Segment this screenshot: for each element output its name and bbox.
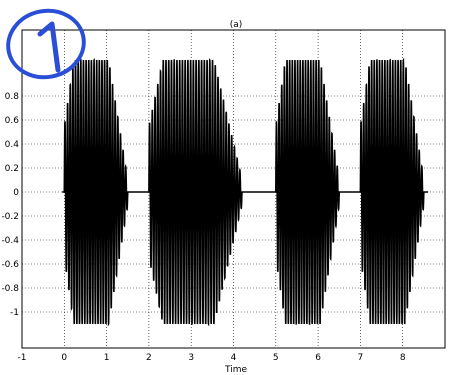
x-tick-label: 0 [61, 353, 67, 363]
x-tick-label: 7 [358, 353, 364, 363]
x-tick-label: 3 [188, 353, 194, 363]
x-tick-label: 4 [231, 353, 237, 363]
y-tick-label: 0.8 [5, 92, 20, 102]
x-tick-label: 1 [104, 353, 110, 363]
y-tick-label: -0.8 [1, 284, 19, 294]
annotation-circle [6, 8, 86, 80]
y-tick-label: 0.4 [5, 140, 20, 150]
y-tick-label: 0 [13, 188, 19, 198]
y-tick-label: -0.2 [1, 212, 19, 222]
x-tick-label: -1 [18, 353, 27, 363]
y-tick-label: 0.2 [5, 164, 19, 174]
y-tick-label: -0.6 [1, 260, 19, 270]
y-tick-label: -0.4 [1, 236, 19, 246]
x-axis-label: Time [224, 365, 247, 375]
y-tick-label: -1 [10, 308, 19, 318]
x-tick-label: 8 [400, 353, 406, 363]
y-tick-label: 0.6 [5, 116, 20, 126]
signal-line [62, 57, 429, 327]
x-tick-label: 5 [273, 353, 279, 363]
x-tick-label: 2 [146, 353, 152, 363]
handwritten-annotation [6, 8, 86, 80]
chart-title: (a) [230, 20, 243, 30]
x-tick-label: 6 [315, 353, 321, 363]
tick-labels: -1 0 1 2 3 4 5 6 7 8 -1 -0.8 -0.6 -0.4 -0.2 0 0.2 0.4 0.6 0… [1, 92, 405, 363]
annotation-mark [37, 21, 61, 73]
